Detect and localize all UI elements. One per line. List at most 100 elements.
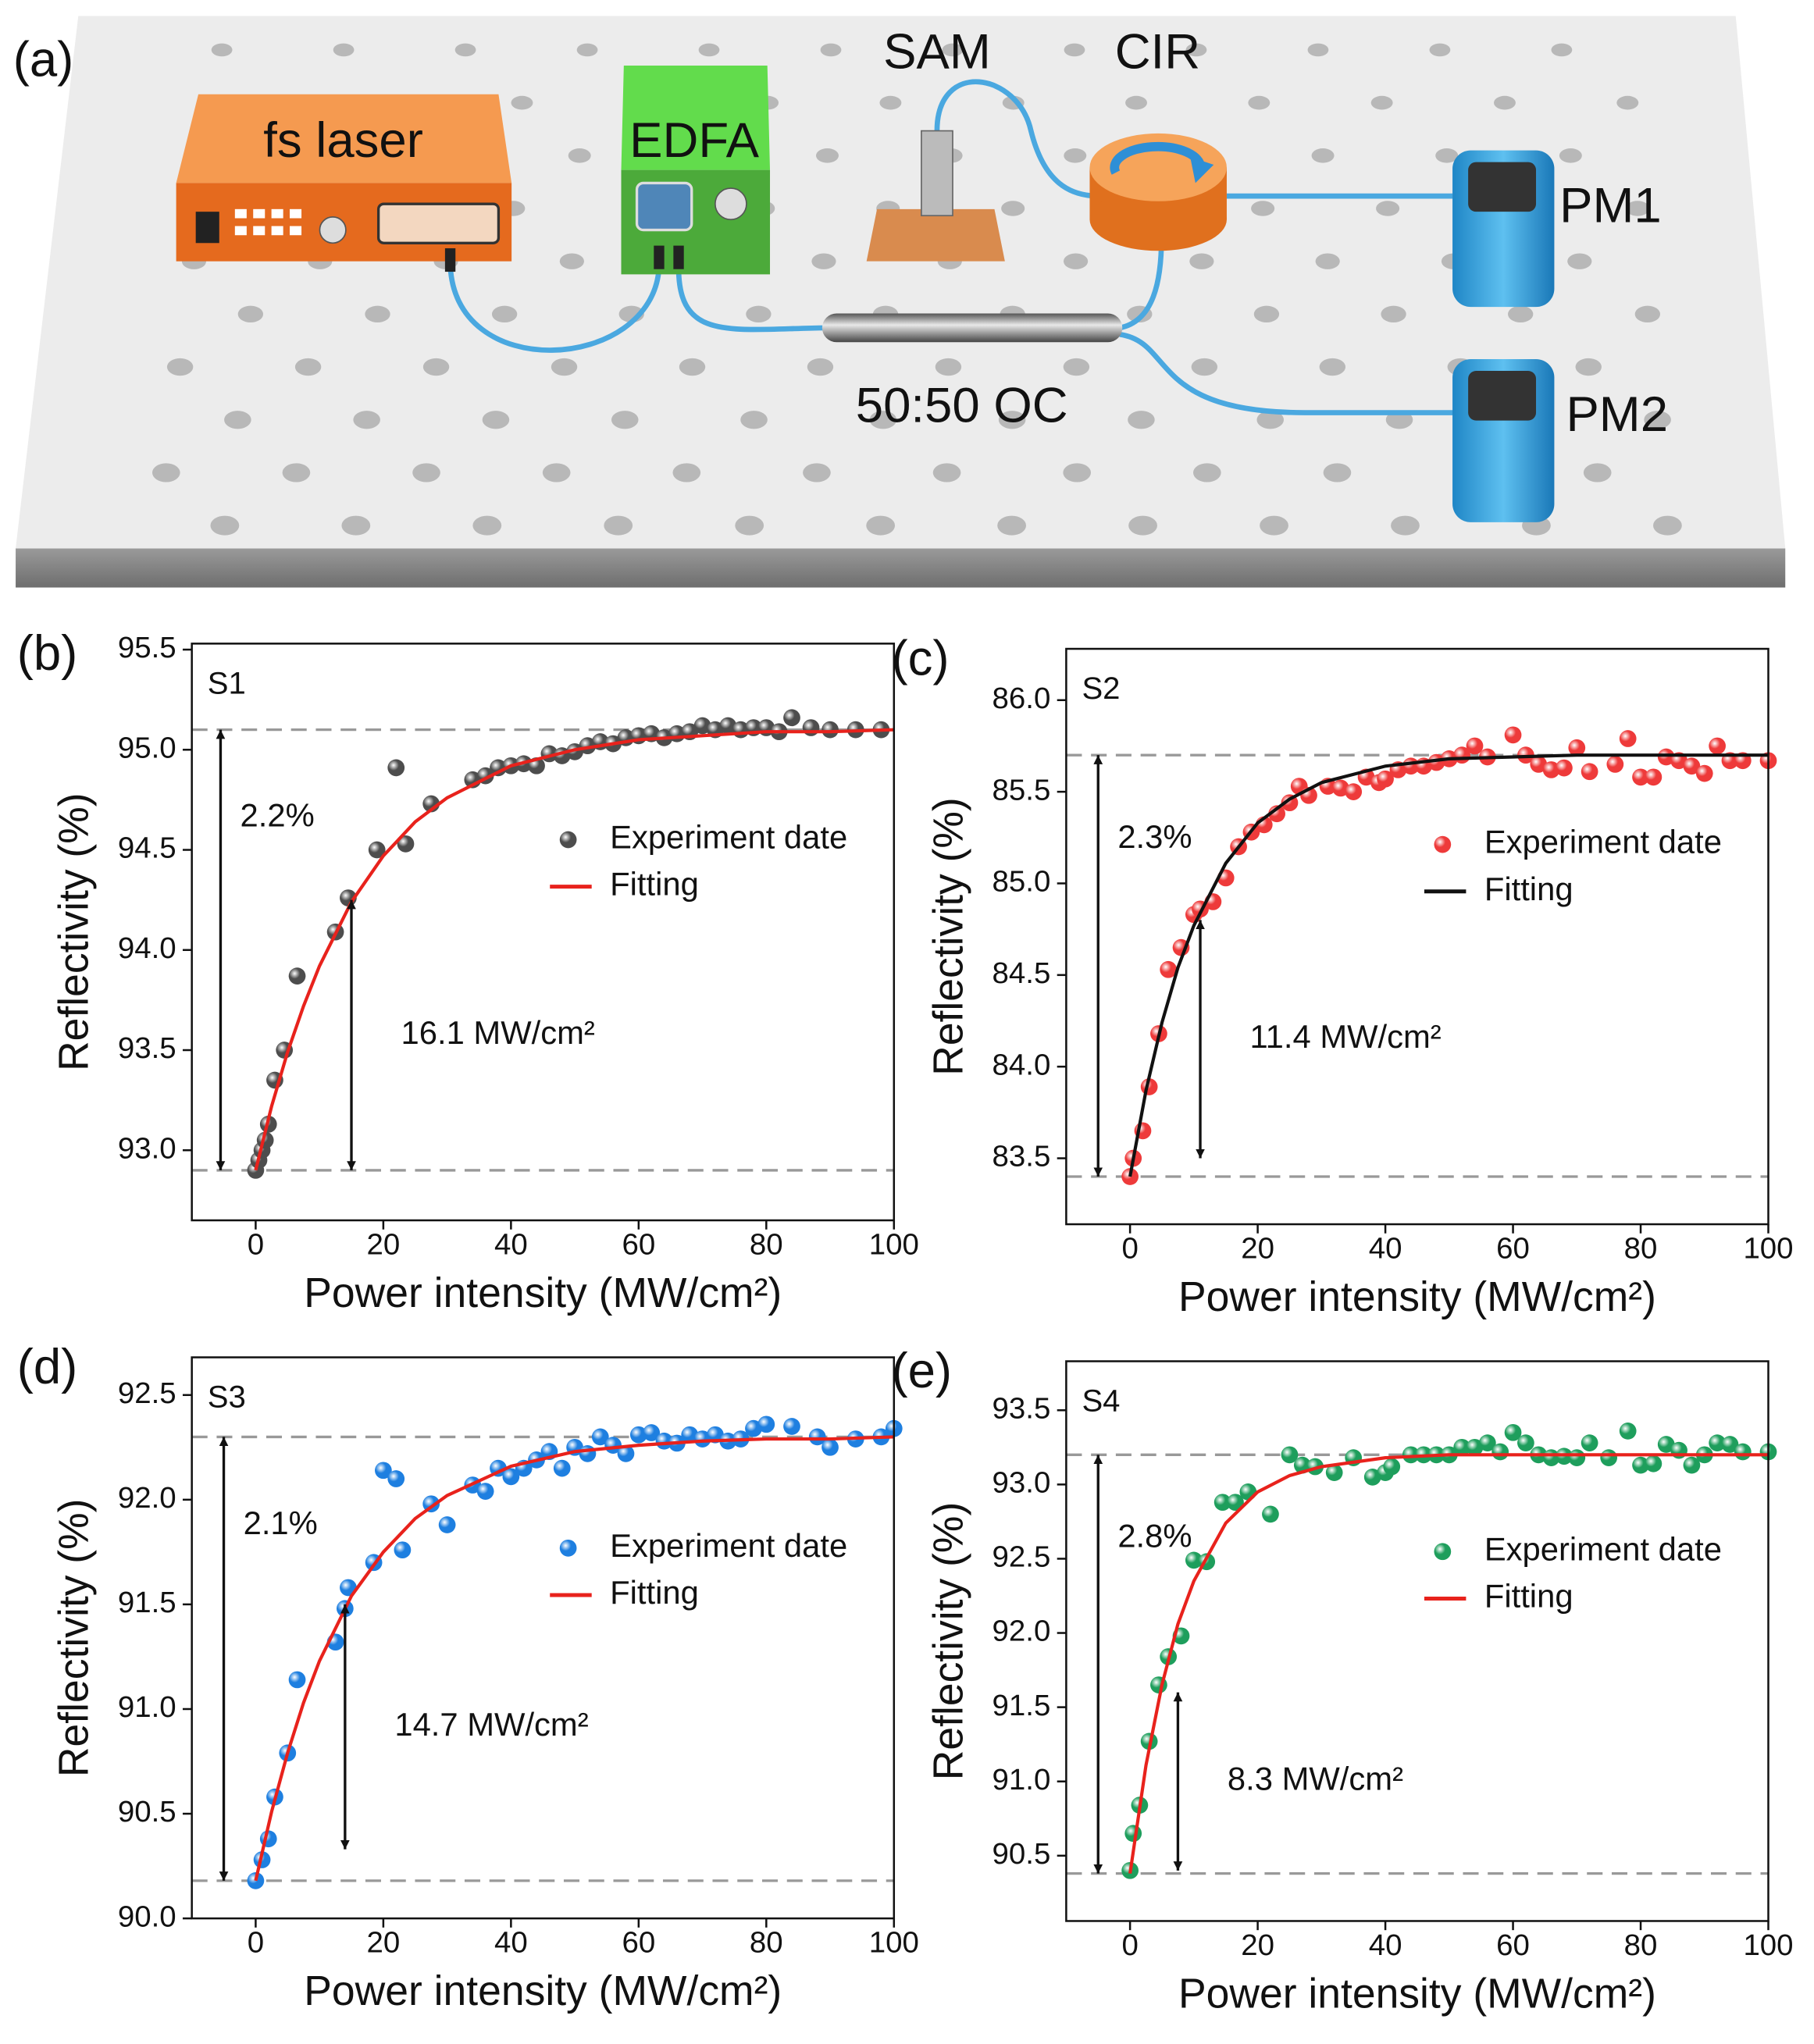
table-hole — [1253, 305, 1280, 323]
table-hole — [735, 515, 764, 536]
fit-line — [1128, 1453, 1769, 1874]
table-hole — [1508, 305, 1534, 323]
data-point — [757, 1415, 775, 1433]
y-tick-label: 92.5 — [993, 1540, 1051, 1574]
data-point — [1383, 1458, 1401, 1476]
x-tick-label: 20 — [1241, 1928, 1274, 1962]
table-hole — [1260, 515, 1288, 536]
legend-label: Fitting — [1484, 1577, 1573, 1614]
data-point — [681, 1426, 699, 1444]
y-tick-label: 90.0 — [118, 1900, 176, 1933]
component-label: fs laser — [263, 113, 423, 168]
table-hole — [879, 95, 902, 110]
data-point — [1556, 759, 1573, 777]
plot-frame — [191, 1356, 896, 1920]
table-hole — [568, 148, 591, 163]
x-tick-label: 80 — [750, 1228, 783, 1262]
y-tick-label: 93.0 — [993, 1466, 1051, 1500]
table-hole — [333, 43, 355, 57]
y-tick-label: 93.5 — [118, 1031, 176, 1065]
data-point — [1517, 1434, 1534, 1451]
data-point — [1568, 739, 1586, 757]
table-hole — [1185, 43, 1207, 57]
plot-frame — [1065, 1360, 1769, 1922]
data-point — [1377, 770, 1394, 788]
table-hole — [1311, 148, 1335, 163]
data-point — [375, 1462, 392, 1480]
x-tick-label: 60 — [622, 1926, 655, 1960]
table-hole — [869, 411, 897, 429]
legend-label: Fitting — [1484, 871, 1573, 907]
chart-panel: 0 20 40 60 80 100 90.5 91.0 91.5 92.0 92.5 93.0 93.5… — [891, 1344, 1793, 2017]
y-axis-title: Reflectivity (%) — [925, 1502, 971, 1781]
data-point — [1606, 756, 1624, 773]
panel-label: (c) — [891, 632, 949, 686]
y-tick-label: 90.5 — [118, 1795, 176, 1829]
data-point — [1632, 1456, 1649, 1474]
component-label: PM1 — [1559, 179, 1662, 233]
fiber — [675, 268, 825, 333]
data-point — [1491, 1443, 1509, 1461]
table-hole — [1001, 201, 1025, 216]
data-point — [553, 1459, 571, 1477]
table-hole — [1063, 358, 1090, 376]
table-hole — [942, 43, 964, 57]
table-hole — [1429, 43, 1451, 57]
table-hole — [559, 253, 584, 269]
table-hole — [1063, 253, 1089, 269]
table-hole — [1494, 95, 1516, 110]
table-hole — [1559, 148, 1582, 163]
x-tick-label: 100 — [869, 1926, 919, 1960]
panel-label: (b) — [17, 626, 78, 681]
table-hole — [1653, 515, 1682, 536]
table-hole — [935, 358, 962, 376]
annotation-label: 2.3% — [1117, 818, 1192, 855]
table-hole — [740, 411, 768, 429]
table-hole — [1319, 358, 1346, 376]
pm-screen — [1468, 162, 1537, 212]
y-tick-label: 83.5 — [993, 1140, 1051, 1173]
y-tick-label: 91.0 — [118, 1690, 176, 1724]
table-hole — [997, 515, 1026, 536]
data-point — [693, 717, 711, 735]
annotation-label: 2.8% — [1117, 1518, 1192, 1554]
x-tick-label: 60 — [622, 1228, 655, 1262]
table-hole — [482, 411, 510, 429]
fit-line — [1128, 753, 1769, 1177]
data-point — [1124, 1825, 1142, 1843]
data-point — [438, 1516, 456, 1533]
annotation-label: 11.4 MW/cm² — [1250, 1018, 1442, 1055]
table-hole — [491, 305, 518, 323]
x-axis-title: Power intensity (MW/cm²) — [304, 1968, 782, 2014]
table-hole — [698, 43, 720, 57]
data-point — [288, 967, 306, 985]
table-hole — [1583, 463, 1612, 483]
data-point — [1262, 1505, 1279, 1523]
data-point — [397, 835, 415, 853]
component-label: CIR — [1115, 24, 1200, 79]
legend-marker — [559, 1539, 577, 1557]
data-point — [629, 1426, 647, 1444]
table-hole — [1307, 43, 1329, 57]
table-hole — [237, 305, 264, 323]
y-tick-label: 85.0 — [993, 865, 1051, 899]
y-tick-label: 90.5 — [993, 1837, 1051, 1871]
table-hole — [1626, 201, 1650, 216]
x-tick-label: 0 — [248, 1926, 264, 1960]
data-point — [1402, 1446, 1420, 1464]
table-hole — [1125, 95, 1147, 110]
x-tick-label: 40 — [1369, 1928, 1402, 1962]
data-point — [1466, 737, 1484, 755]
data-point — [1709, 737, 1726, 755]
x-tick-label: 20 — [1241, 1232, 1274, 1266]
data-point — [1619, 1423, 1637, 1440]
table-hole — [1391, 515, 1420, 536]
table-hole — [1189, 253, 1214, 269]
edfa-screen — [635, 181, 693, 232]
x-tick-label: 20 — [367, 1926, 401, 1960]
table-hole — [672, 463, 701, 483]
data-point — [1227, 1494, 1244, 1512]
table-hole — [211, 43, 233, 57]
fs-laser: fs laser — [176, 94, 512, 272]
data-point — [288, 1671, 306, 1689]
